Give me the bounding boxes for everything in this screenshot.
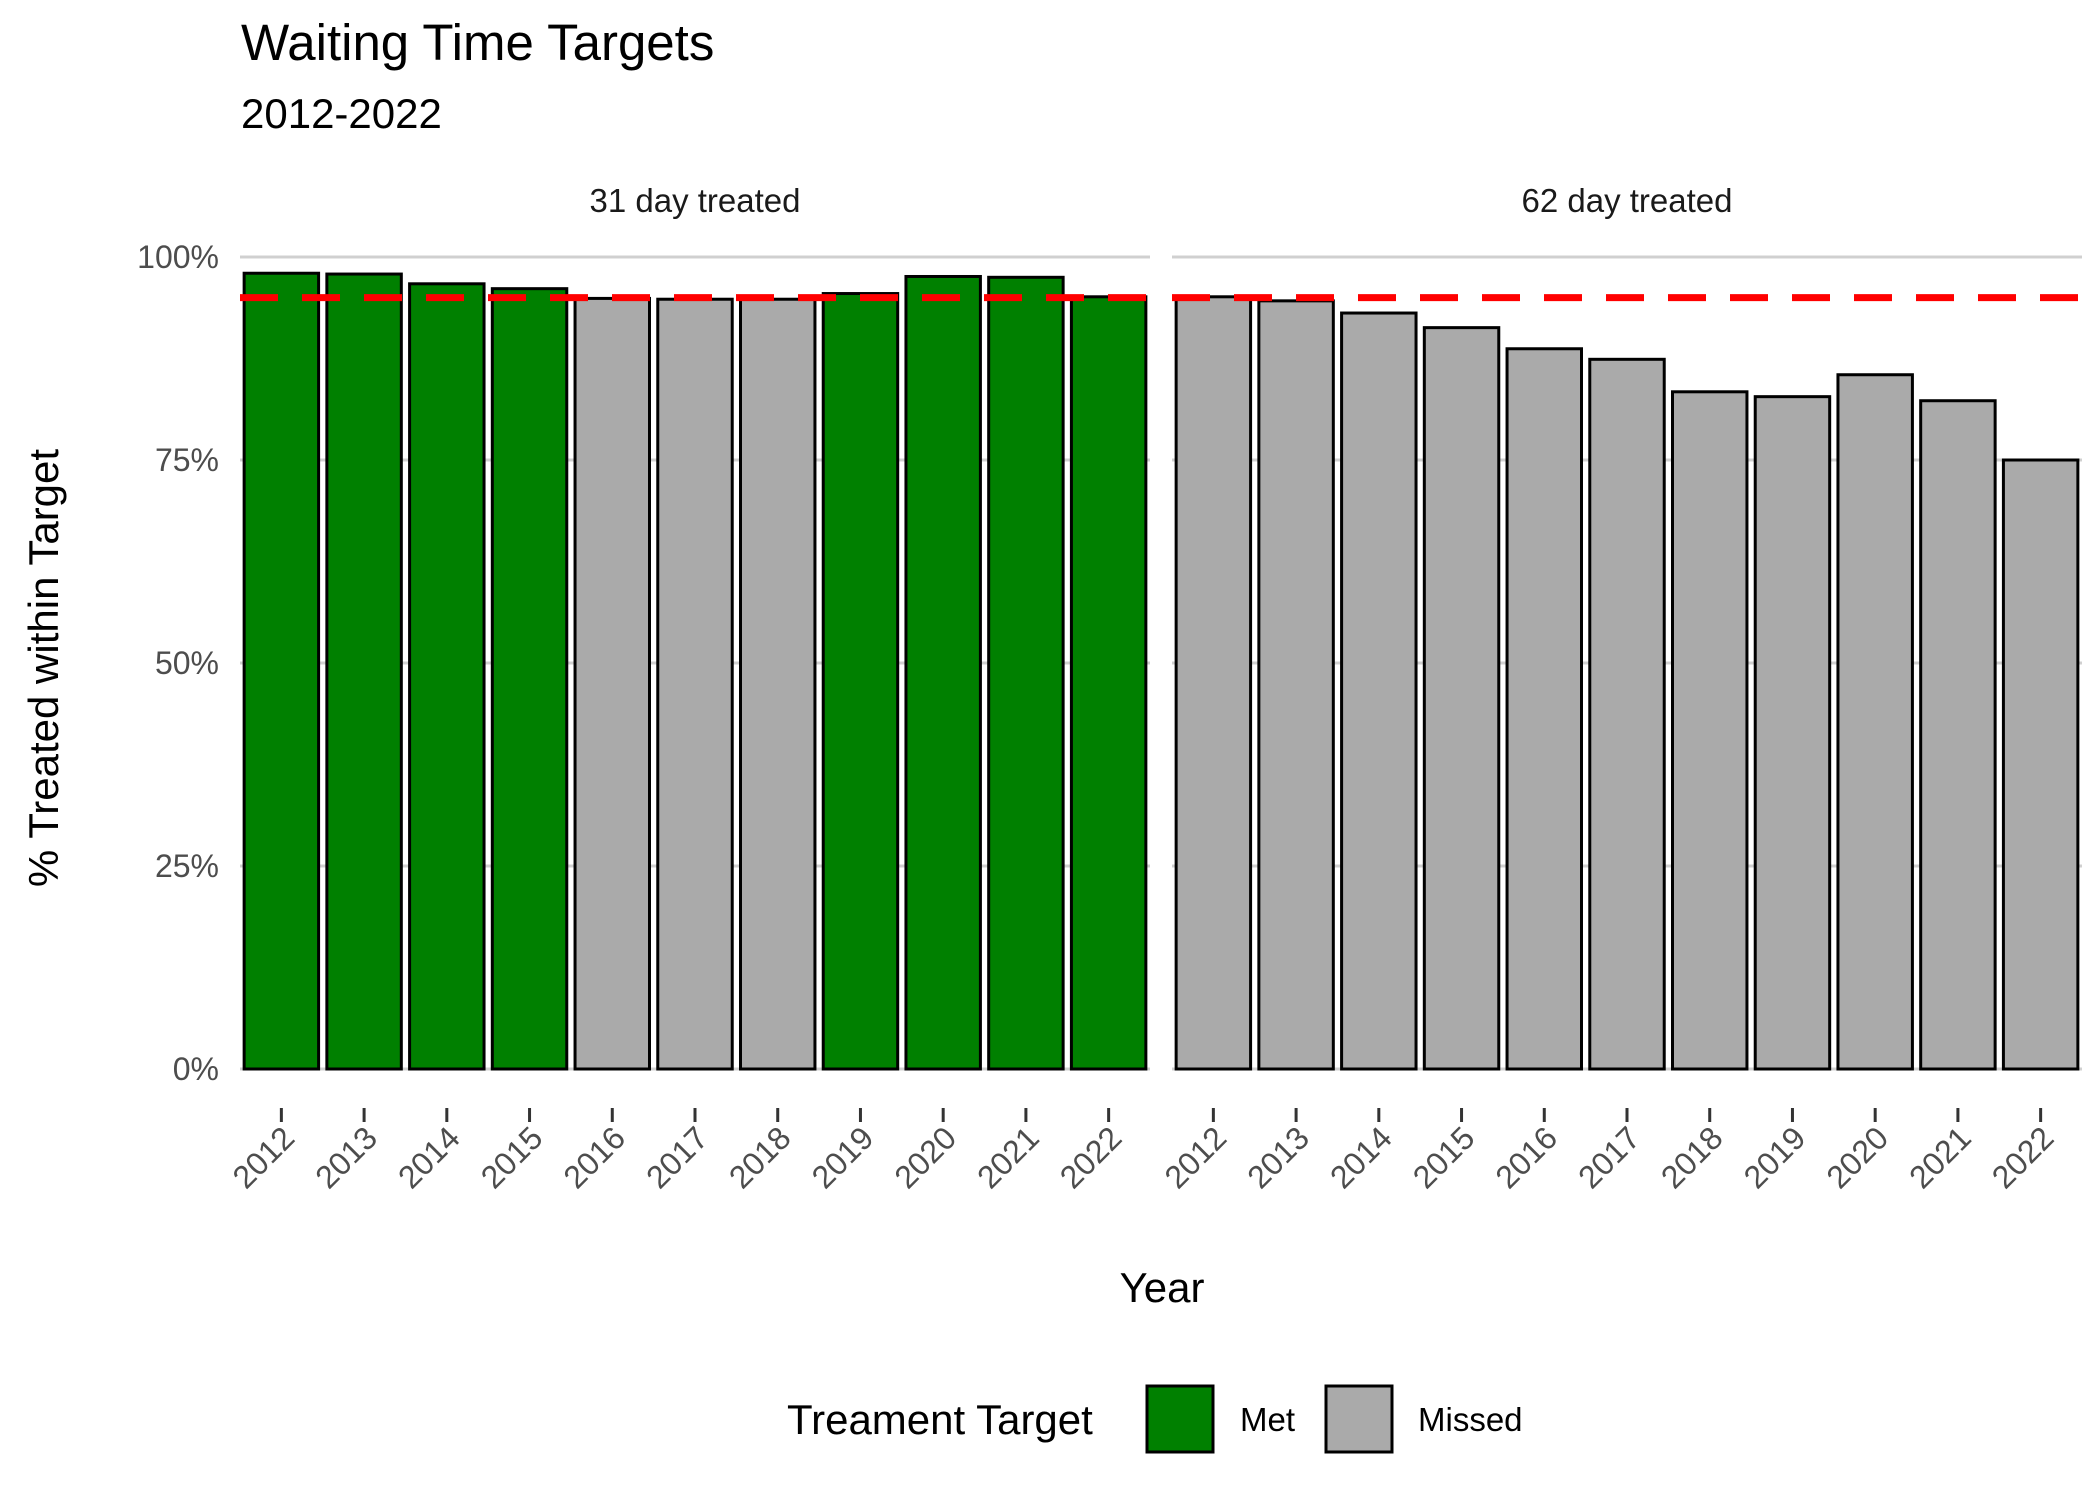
x-tick-label: 2022 [1053,1119,1129,1195]
legend-label-missed: Missed [1418,1401,1523,1438]
bar [1340,311,1418,1071]
bar [1174,295,1253,1071]
x-tick-label: 2020 [1819,1119,1895,1195]
x-tick-label: 2016 [1488,1119,1564,1195]
bar [1505,347,1583,1071]
bar [656,297,734,1071]
x-tick-label: 2014 [1323,1119,1399,1195]
bar [1753,395,1832,1071]
bar [904,274,982,1071]
x-tick-label: 2013 [1240,1119,1316,1195]
x-tick-label: 2022 [1985,1119,2061,1195]
bar [325,272,403,1071]
y-tick-label: 50% [155,645,219,681]
x-tick-label: 2021 [1902,1119,1978,1195]
x-tick-label: 2019 [805,1119,881,1195]
facet-label: 31 day treated [590,182,801,219]
bar [1257,299,1335,1071]
x-tick-label: 2016 [556,1119,632,1195]
bar [1588,357,1666,1071]
x-tick-label: 2017 [639,1119,715,1195]
legend-swatch-missed [1324,1384,1394,1454]
legend: Treament Target Met Missed [787,1384,1523,1454]
x-tick-label: 2017 [1571,1119,1647,1195]
bar [1836,373,1914,1071]
legend-title: Treament Target [787,1396,1093,1443]
x-tick-label: 2018 [1654,1119,1730,1195]
x-tick-label: 2019 [1737,1119,1813,1195]
y-tick-label: 25% [155,848,219,884]
bar [821,292,900,1071]
bar [739,297,817,1071]
x-tick-label: 2020 [887,1119,963,1195]
bar [2001,458,2080,1071]
y-tick-label: 0% [173,1051,219,1087]
bar [242,271,321,1071]
legend-label-met: Met [1240,1401,1295,1438]
legend-swatch-met [1145,1384,1215,1454]
bar [1919,399,1997,1071]
x-tick-label: 2013 [308,1119,384,1195]
y-tick-label: 100% [137,239,219,275]
x-tick-label: 2021 [970,1119,1046,1195]
x-tick-label: 2014 [391,1119,467,1195]
chart-title: Waiting Time Targets [241,14,714,71]
x-tick-label: 2018 [722,1119,798,1195]
x-tick-label: 2015 [474,1119,550,1195]
bar [573,296,652,1071]
x-tick-label: 2015 [1406,1119,1482,1195]
bar [1671,390,1749,1071]
x-tick-label: 2012 [1158,1119,1234,1195]
bar [987,275,1065,1071]
chart-subtitle: 2012-2022 [241,90,442,137]
facet-label: 62 day treated [1522,182,1733,219]
y-axis-title: % Treated within Target [20,449,67,887]
x-axis-title: Year [1120,1264,1205,1311]
x-tick-label: 2012 [226,1119,302,1195]
bar [1069,295,1148,1071]
bar [408,282,486,1071]
bar [1422,326,1501,1071]
y-tick-label: 75% [155,442,219,478]
bar [490,287,569,1071]
